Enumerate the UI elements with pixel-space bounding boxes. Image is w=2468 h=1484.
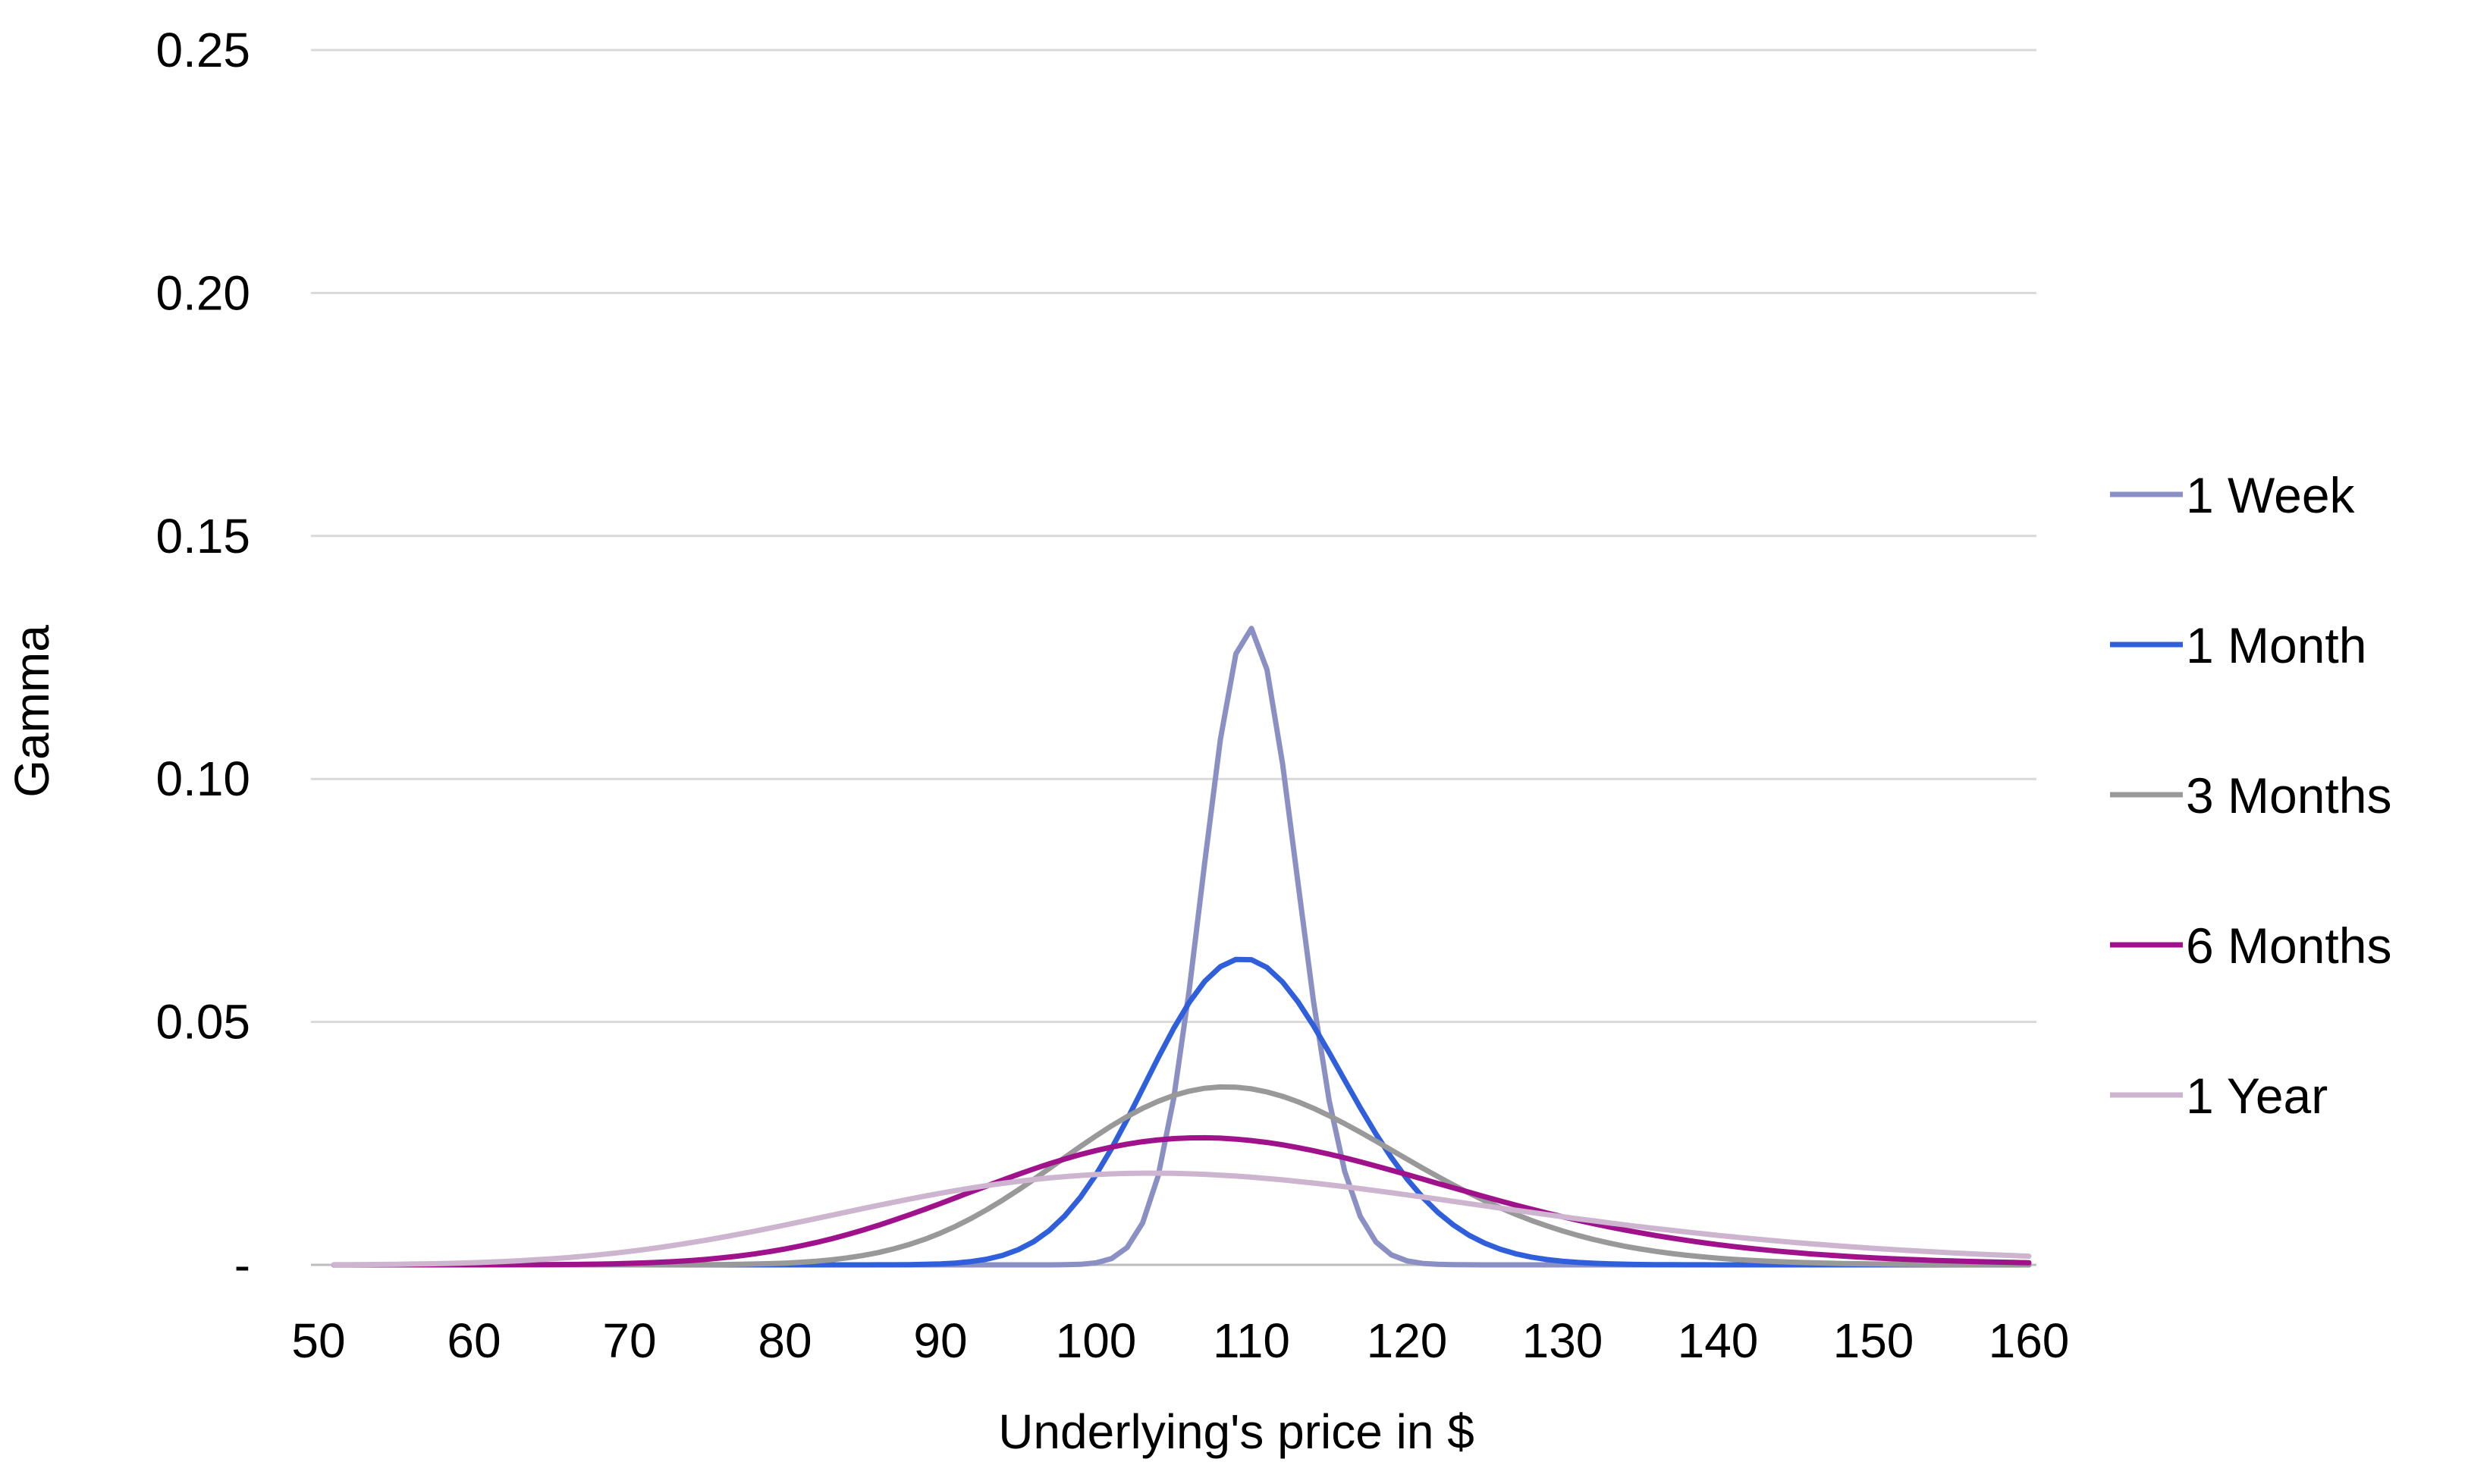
x-tick-label: 50 <box>291 1313 345 1368</box>
y-tick-label: 0.20 <box>155 265 250 320</box>
y-axis-ticks: - 0.05 0.10 0.15 0.20 0.25 <box>155 23 250 1292</box>
x-axis-title: Underlying's price in $ <box>998 1404 1474 1459</box>
series-line-1-year <box>331 1170 2032 1268</box>
legend-label: 6 Months <box>2186 918 2391 974</box>
x-tick-label: 130 <box>1522 1313 1603 1368</box>
x-tick-label: 70 <box>602 1313 656 1368</box>
y-tick-label: 0.10 <box>155 751 250 806</box>
x-tick-label: 90 <box>913 1313 967 1368</box>
x-tick-label: 80 <box>758 1313 812 1368</box>
x-tick-label: 110 <box>1213 1313 1290 1368</box>
legend-label: 1 Month <box>2186 617 2366 673</box>
x-tick-label: 120 <box>1367 1313 1448 1368</box>
legend: 1 Week 1 Month 3 Months 6 Months 1 Year <box>2110 467 2391 1124</box>
series-line-1-month <box>331 956 2032 1268</box>
series-line-6-months <box>331 1134 2032 1268</box>
x-tick-label: 60 <box>447 1313 501 1368</box>
y-axis-title: Gamma <box>5 625 59 798</box>
legend-label: 1 Year <box>2186 1068 2328 1124</box>
x-tick-label: 140 <box>1678 1313 1759 1368</box>
x-tick-label: 150 <box>1833 1313 1914 1368</box>
legend-label: 3 Months <box>2186 767 2391 824</box>
x-tick-label: 160 <box>1989 1313 2070 1368</box>
y-tick-label: 0.25 <box>155 23 250 77</box>
x-tick-label: 100 <box>1056 1313 1137 1368</box>
legend-label: 1 Week <box>2186 467 2356 523</box>
series-line-1-week <box>331 626 2032 1268</box>
y-tick-label: - <box>234 1238 250 1292</box>
series-lines <box>331 626 2032 1268</box>
x-axis-ticks: 50 60 70 80 90 100 110 120 130 140 150 160 <box>291 1313 2069 1368</box>
y-tick-label: 0.05 <box>155 995 250 1049</box>
y-tick-label: 0.15 <box>155 509 250 563</box>
